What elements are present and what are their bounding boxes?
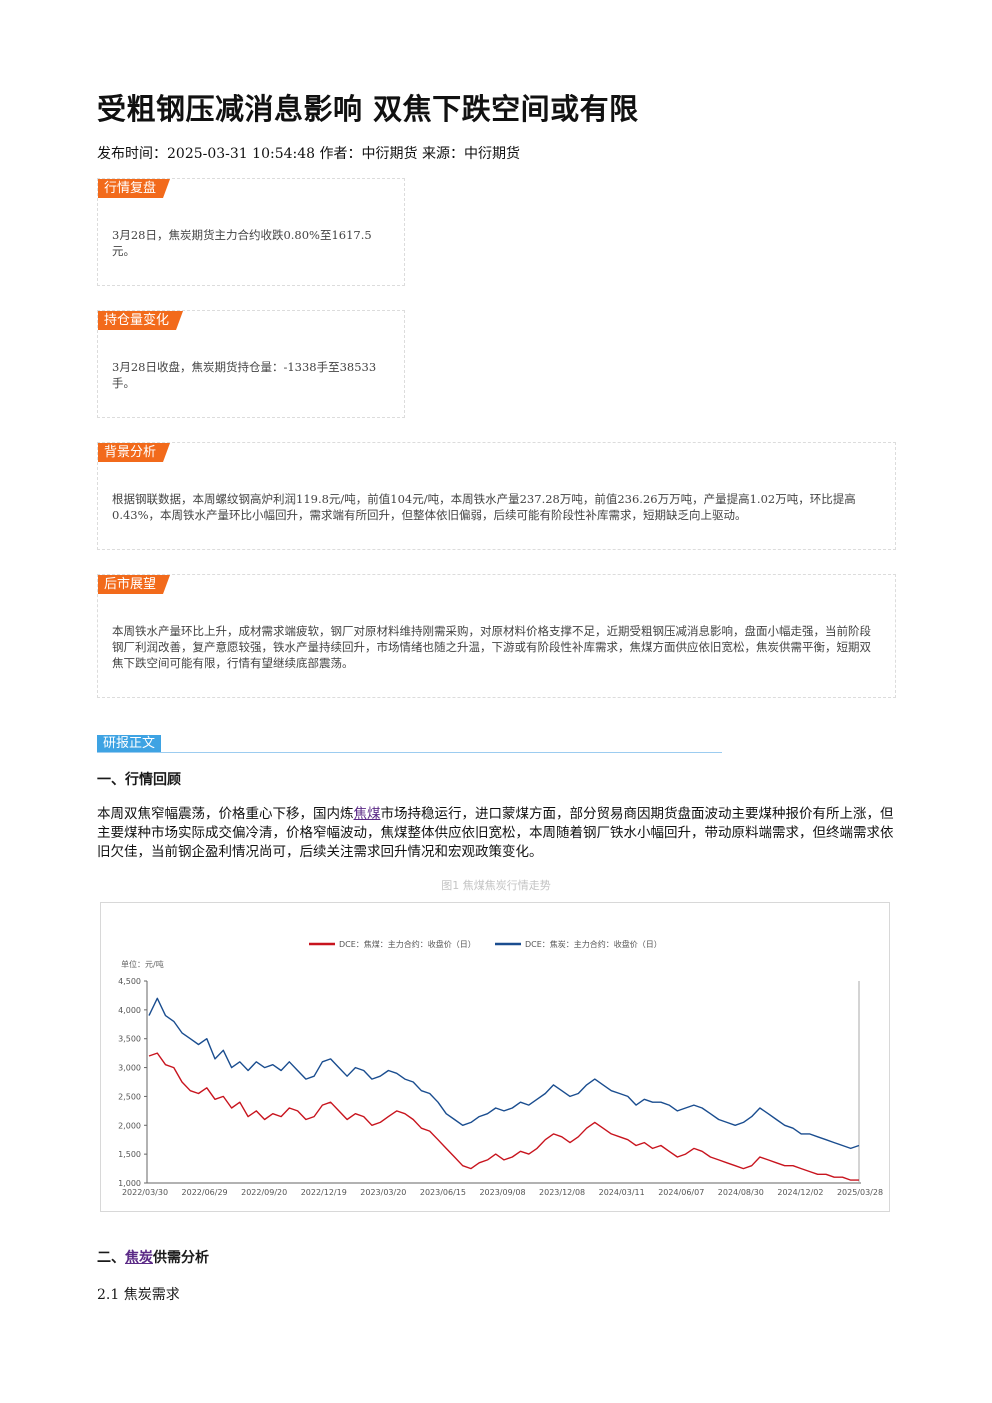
section1-text-post: 市场持稳运行，进口蒙煤方面，部分贸易商因期货盘面波动主要煤种报价有所上涨，但主要… bbox=[97, 806, 894, 860]
review-box: 行情复盘 3月28日，焦炭期货主力合约收跌0.80%至1617.5元。 bbox=[97, 178, 405, 286]
x-tick-label: 2022/12/19 bbox=[301, 1188, 347, 1197]
y-tick-label: 2,500 bbox=[118, 1092, 141, 1101]
x-tick-label: 2023/12/08 bbox=[539, 1188, 585, 1197]
y-tick-label: 4,500 bbox=[118, 977, 141, 986]
position-box: 持仓量变化 3月28日收盘，焦炭期货持仓量：-1338手至38533手。 bbox=[97, 310, 405, 418]
outlook-text: 本周铁水产量环比上升，成材需求端疲软，钢厂对原材料维持刚需采购，对原材料价格支撑… bbox=[112, 624, 871, 670]
y-tick-label: 1,000 bbox=[118, 1179, 141, 1188]
article-meta: 发布时间：2025-03-31 10:54:48 作者：中衍期货 来源：中衍期货 bbox=[97, 146, 520, 162]
report-divider bbox=[97, 752, 722, 753]
section2-post: 供需分析 bbox=[153, 1250, 209, 1266]
article-title: 受粗钢压减消息影响 双焦下跌空间或有限 bbox=[97, 92, 639, 126]
price-chart: 单位：元/吨 DCE：焦煤：主力合约：收盘价（日） DCE：焦炭：主力合约：收盘价（… bbox=[100, 902, 890, 1212]
y-tick-label: 3,500 bbox=[118, 1035, 141, 1044]
review-tag: 行情复盘 bbox=[98, 179, 170, 198]
background-box: 背景分析 根据钢联数据，本周螺纹钢高炉利润119.8元/吨，前值104元/吨，本… bbox=[97, 442, 896, 550]
outlook-tag: 后市展望 bbox=[98, 575, 170, 594]
legend-label-1: DCE：焦炭：主力合约：收盘价（日） bbox=[525, 939, 662, 949]
figure-caption: 图1 焦煤焦炭行情走势 bbox=[441, 879, 551, 892]
chart-unit-label: 单位：元/吨 bbox=[121, 959, 164, 969]
series-line-1 bbox=[148, 997, 860, 1150]
coking-coal-link[interactable]: 焦煤 bbox=[353, 806, 381, 822]
background-tag: 背景分析 bbox=[98, 443, 170, 462]
review-text: 3月28日，焦炭期货主力合约收跌0.80%至1617.5元。 bbox=[112, 228, 372, 258]
section1-heading: 一、行情回顾 bbox=[97, 772, 181, 788]
background-text: 根据钢联数据，本周螺纹钢高炉利润119.8元/吨，前值104元/吨，本周铁水产量… bbox=[112, 492, 856, 522]
position-tag: 持仓量变化 bbox=[98, 311, 183, 330]
x-tick-label: 2024/03/11 bbox=[599, 1188, 645, 1197]
x-tick-label: 2022/09/20 bbox=[241, 1188, 287, 1197]
x-tick-label: 2024/06/07 bbox=[658, 1188, 704, 1197]
subsection-heading: 2.1 焦炭需求 bbox=[97, 1287, 180, 1303]
legend-label-0: DCE：焦煤：主力合约：收盘价（日） bbox=[339, 939, 476, 949]
section1-paragraph: 本周双焦窄幅震荡，价格重心下移，国内炼焦煤市场持稳运行，进口蒙煤方面，部分贸易商… bbox=[97, 805, 897, 862]
y-tick-label: 3,000 bbox=[118, 1064, 141, 1073]
report-tag: 研报正文 bbox=[97, 735, 162, 753]
x-tick-label: 2023/06/15 bbox=[420, 1188, 466, 1197]
outlook-box: 后市展望 本周铁水产量环比上升，成材需求端疲软，钢厂对原材料维持刚需采购，对原材… bbox=[97, 574, 896, 698]
section2-heading: 二、焦炭供需分析 bbox=[97, 1247, 209, 1267]
x-tick-label: 2023/03/20 bbox=[360, 1188, 406, 1197]
x-tick-label: 2023/09/08 bbox=[479, 1188, 525, 1197]
series-line-0 bbox=[148, 1052, 859, 1181]
x-tick-label: 2024/08/30 bbox=[718, 1188, 764, 1197]
x-tick-label: 2022/06/29 bbox=[182, 1188, 228, 1197]
x-tick-label: 2022/03/30 bbox=[122, 1188, 168, 1197]
coke-link[interactable]: 焦炭 bbox=[125, 1250, 153, 1266]
position-text: 3月28日收盘，焦炭期货持仓量：-1338手至38533手。 bbox=[112, 360, 377, 390]
y-tick-label: 4,000 bbox=[118, 1006, 141, 1015]
x-tick-label: 2025/03/28 bbox=[837, 1188, 883, 1197]
y-tick-label: 1,500 bbox=[118, 1150, 141, 1159]
x-tick-label: 2024/12/02 bbox=[777, 1188, 823, 1197]
section1-text-pre: 本周双焦窄幅震荡，价格重心下移，国内炼 bbox=[97, 806, 354, 822]
section2-pre: 二、 bbox=[97, 1250, 125, 1266]
y-tick-label: 2,000 bbox=[118, 1121, 141, 1130]
price-chart-svg: 单位：元/吨 DCE：焦煤：主力合约：收盘价（日） DCE：焦炭：主力合约：收盘价（… bbox=[118, 939, 883, 1197]
